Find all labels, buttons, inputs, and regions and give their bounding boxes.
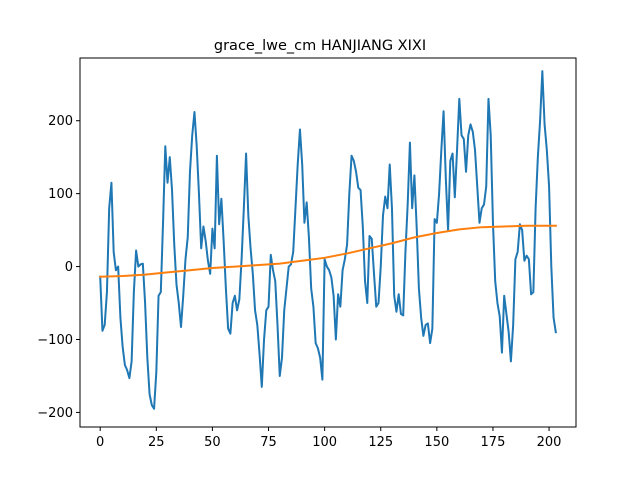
x-axis: 0 25 50 75 100 125 150 175 200 bbox=[96, 427, 561, 450]
series-line-2 bbox=[99, 224, 557, 278]
x-tick-label: 200 bbox=[537, 435, 562, 450]
plot-area bbox=[99, 70, 557, 410]
x-tick-label: 150 bbox=[424, 435, 449, 450]
x-tick-label: 100 bbox=[312, 435, 337, 450]
x-tick-label: 125 bbox=[368, 435, 393, 450]
y-tick-label: −100 bbox=[37, 333, 73, 348]
y-tick-label: 0 bbox=[65, 260, 73, 275]
y-tick-label: 200 bbox=[48, 114, 73, 129]
chart-title: grace_lwe_cm HANJIANG XIXI bbox=[214, 38, 426, 54]
series-line-1 bbox=[99, 70, 557, 410]
y-tick-label: −200 bbox=[37, 406, 73, 421]
plot-frame bbox=[79, 57, 577, 428]
x-tick-label: 0 bbox=[96, 435, 104, 450]
y-axis: −200 −100 0 100 200 bbox=[37, 114, 80, 421]
x-tick-label: 25 bbox=[148, 435, 165, 450]
x-tick-label: 50 bbox=[204, 435, 221, 450]
x-tick-label: 75 bbox=[260, 435, 277, 450]
y-tick-label: 100 bbox=[48, 187, 73, 202]
x-tick-label: 175 bbox=[481, 435, 506, 450]
